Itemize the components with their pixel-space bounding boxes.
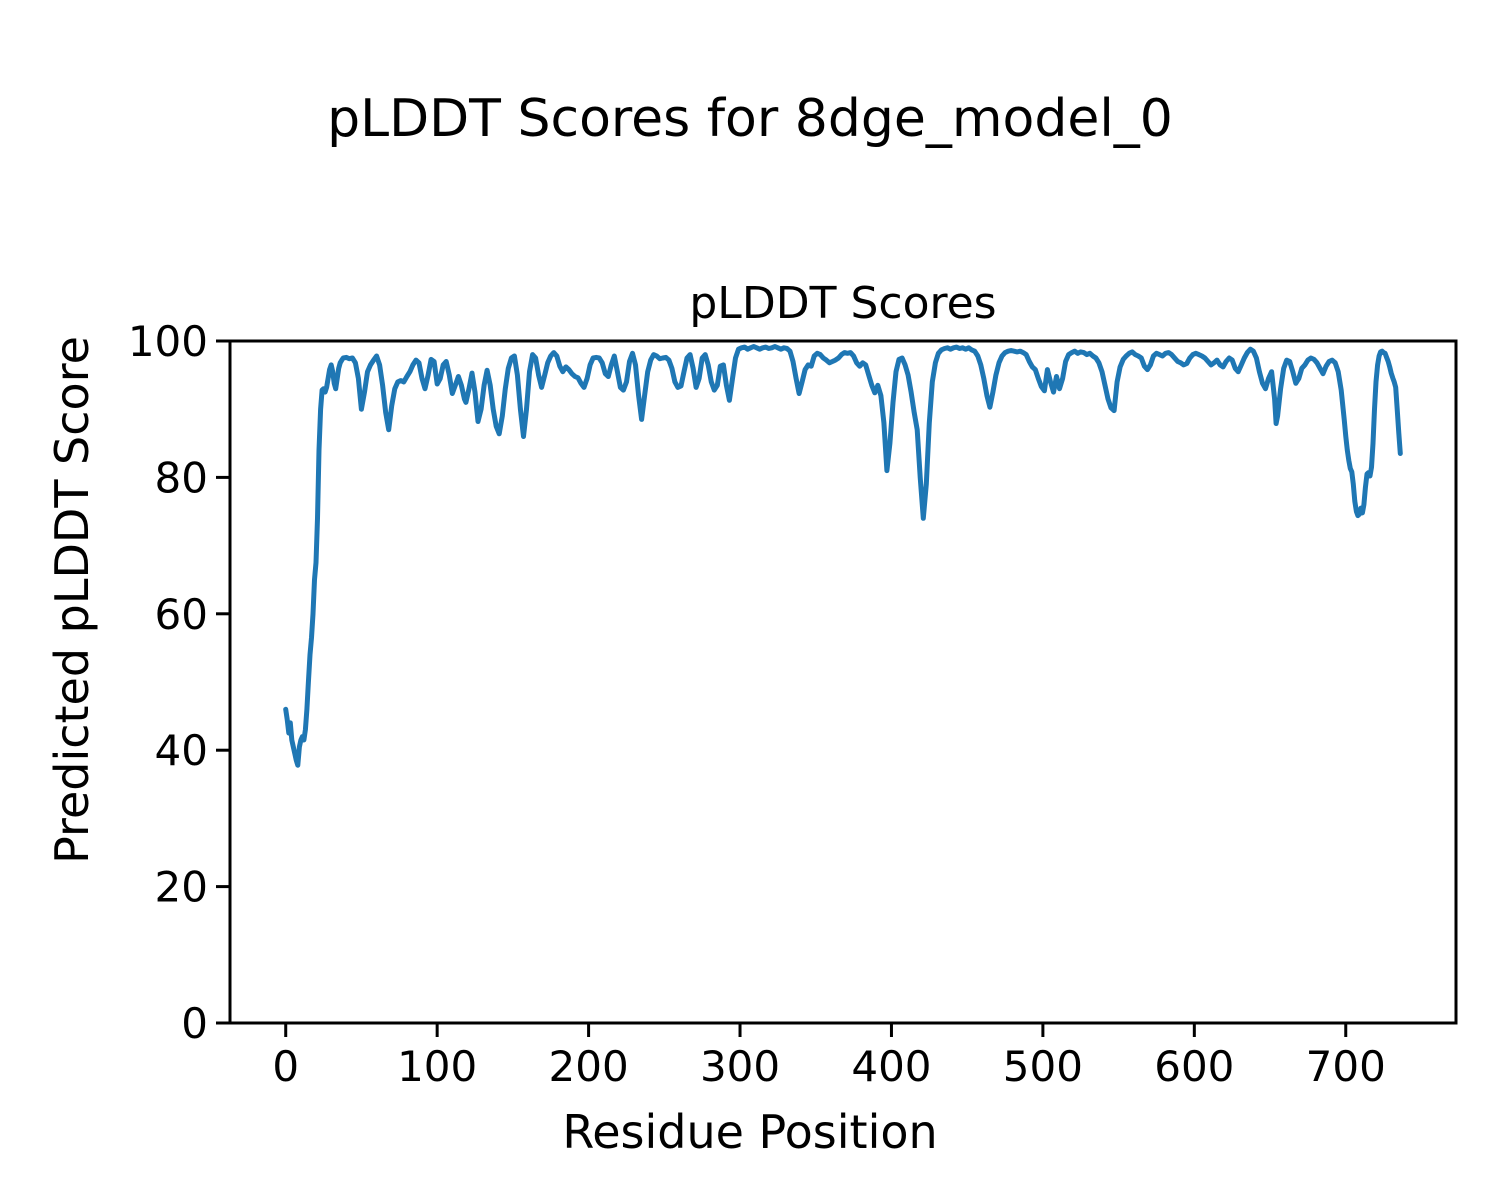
y-tick-label: 0	[181, 999, 208, 1048]
figure-suptitle: pLDDT Scores for 8dge_model_0	[327, 89, 1173, 149]
x-tick-label: 700	[1306, 1042, 1386, 1091]
y-tick-label: 20	[155, 863, 208, 912]
y-tick-label: 100	[128, 317, 208, 366]
x-tick-label: 400	[851, 1042, 931, 1091]
axes-spines	[228, 339, 1458, 1025]
axes-title: pLDDT Scores	[689, 278, 996, 329]
x-tick-label: 600	[1154, 1042, 1234, 1091]
y-axis-label: Predicted pLDDT Score	[45, 336, 99, 864]
y-tick-label: 60	[155, 590, 208, 639]
x-tick-label: 300	[700, 1042, 780, 1091]
x-tick-label: 100	[397, 1042, 477, 1091]
y-tick-label: 80	[155, 453, 208, 502]
plddt-line	[283, 344, 1403, 768]
x-tick-label: 0	[272, 1042, 299, 1091]
axes-region: 0 100 200 300 400 500 600 700 0 20 40 60 80 100	[128, 317, 1458, 1091]
x-tick-label: 200	[549, 1042, 629, 1091]
x-tick-label: 500	[1003, 1042, 1083, 1091]
y-tick-label: 40	[155, 726, 208, 775]
x-axis-label: Residue Position	[562, 1105, 937, 1159]
